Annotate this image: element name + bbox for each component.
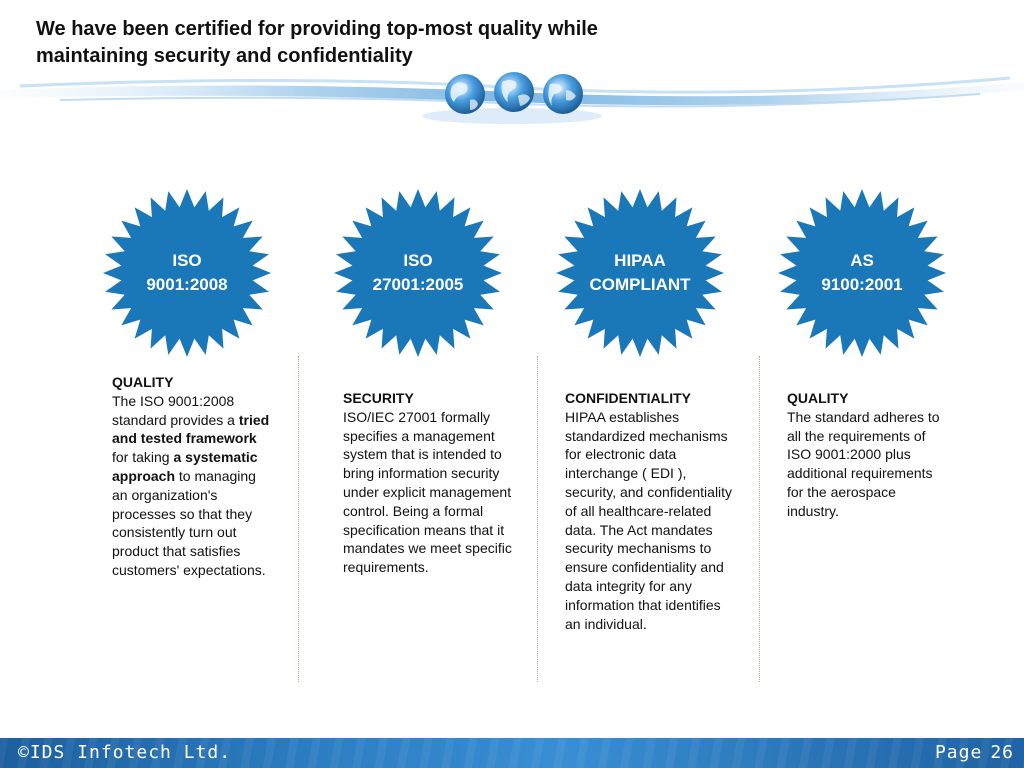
header-banner — [0, 72, 1024, 124]
column-body: The standard adheres to all the requirem… — [787, 408, 940, 519]
column-heading: QUALITY — [112, 374, 174, 390]
column-emphasis: tried and tested framework — [112, 411, 270, 447]
badge-line-2: COMPLIANT — [589, 275, 691, 294]
starburst-badge — [556, 189, 724, 357]
column-divider — [537, 356, 538, 682]
globe-icon — [445, 74, 485, 114]
badge-line-1: HIPAA — [614, 251, 666, 270]
page-indicator: Page 26 — [935, 742, 1014, 763]
column-emphasis: a systematic approach — [112, 449, 258, 484]
title-line-2: maintaining security and confidentiality — [36, 45, 413, 67]
column-heading: QUALITY — [787, 390, 849, 406]
security-description: SECURITY ISO/IEC 27001 formally specifie… — [343, 389, 513, 577]
badge-line-2: 9100:2001 — [821, 275, 903, 294]
badge-iso-9001: ISO 9001:2008 — [102, 188, 272, 358]
company-name: ©IDS Infotech Ltd. — [18, 742, 232, 763]
title-line-1: We have been certified for providing top… — [36, 18, 598, 40]
column-text: to managing an organization's processes … — [112, 467, 266, 578]
quality-description: QUALITY The ISO 9001:2008 standard provid… — [112, 373, 272, 580]
page-number: 26 — [990, 742, 1014, 763]
badge-line-1: AS — [850, 251, 874, 270]
column-text: The ISO 9001:2008 standard provides a — [112, 392, 239, 428]
footer-decoration — [0, 738, 1024, 768]
column-body: HIPAA establishes standardized mechanism… — [565, 408, 733, 632]
badge-iso-27001: ISO 27001:2005 — [333, 188, 503, 358]
column-heading: CONFIDENTIALITY — [565, 390, 691, 406]
footer-bar: ©IDS Infotech Ltd. Page 26 — [0, 738, 1024, 768]
badge-line-1: ISO — [172, 251, 202, 270]
aerospace-quality-description: QUALITY The standard adheres to all the … — [787, 389, 947, 521]
badge-line-1: ISO — [403, 251, 433, 270]
badge-as-9100: AS 9100:2001 — [777, 188, 947, 358]
column-divider — [759, 356, 760, 682]
column-heading: SECURITY — [343, 390, 414, 406]
starburst-badge — [334, 189, 502, 357]
badge-hipaa: HIPAA COMPLIANT — [555, 188, 725, 358]
badge-line-2: 9001:2008 — [146, 275, 228, 294]
confidentiality-description: CONFIDENTIALITY HIPAA establishes standa… — [565, 389, 735, 633]
globe-icon — [494, 72, 534, 112]
column-text: for taking — [112, 449, 174, 466]
badge-line-2: 27001:2005 — [372, 275, 464, 294]
globe-icon — [543, 74, 583, 114]
page-title: We have been certified for providing top… — [36, 16, 756, 70]
page-label: Page — [934, 742, 983, 763]
column-body: ISO/IEC 27001 formally specifies a manag… — [343, 408, 512, 576]
starburst-badge — [103, 189, 271, 357]
column-divider — [298, 356, 299, 682]
starburst-badge — [778, 189, 946, 357]
